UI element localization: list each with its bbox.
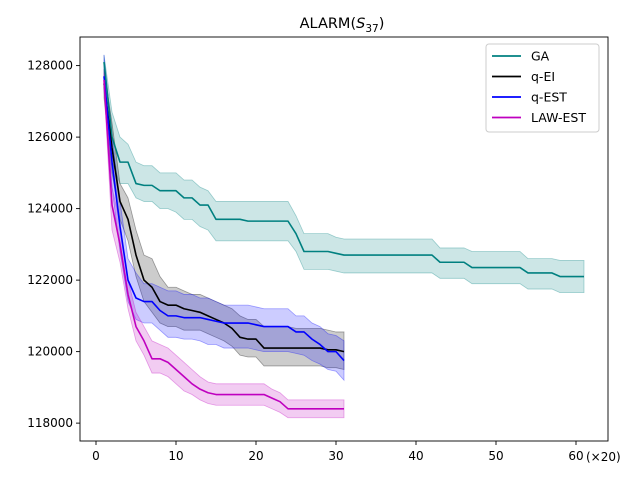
band-law-est [103,72,345,419]
band-q-ei [103,69,345,370]
x-tick-label: 10 [168,449,183,463]
x-tick-label: 30 [328,449,343,463]
x-tick-label: 50 [488,449,503,463]
chart-title-close: ) [379,16,385,32]
y-tick-label: 128000 [27,59,73,73]
x-axis-unit-label: (×20) [586,450,621,464]
legend-label-ga: GA [531,49,550,64]
legend-label-q-est: q-EST [531,90,567,105]
y-tick-label: 118000 [27,416,73,430]
confidence-bands [103,54,585,419]
legend: GA q-EI q-EST LAW-EST [485,43,600,133]
line-ga [103,61,584,278]
x-tick-label: 60 [568,449,583,463]
line-q-est [103,76,345,362]
y-tick-label: 122000 [27,273,73,287]
chart-title-symbol: S [356,16,365,32]
plot-area-frame [79,36,609,442]
line-law-est [103,79,344,410]
series-lines [103,61,584,410]
x-tick-label: 0 [92,449,100,463]
x-axis-ticks: 0 10 20 30 40 50 60 [92,441,584,463]
chart-title-subscript: 37 [365,23,378,35]
y-tick-label: 120000 [27,345,73,359]
y-tick-label: 126000 [27,130,73,144]
legend-label-q-ei: q-EI [531,69,555,84]
y-axis-ticks: 118000 120000 122000 124000 126000 128000 [27,59,80,430]
x-tick-label: 20 [248,449,263,463]
x-tick-label: 40 [408,449,423,463]
legend-frame [485,43,600,133]
y-tick-label: 124000 [27,202,73,216]
band-ga [103,54,585,294]
chart-title: ALARM(S37) [300,16,385,35]
band-q-est [103,54,345,382]
legend-label-law-est: LAW-EST [531,110,586,125]
chart-title-main: ALARM( [300,16,357,32]
